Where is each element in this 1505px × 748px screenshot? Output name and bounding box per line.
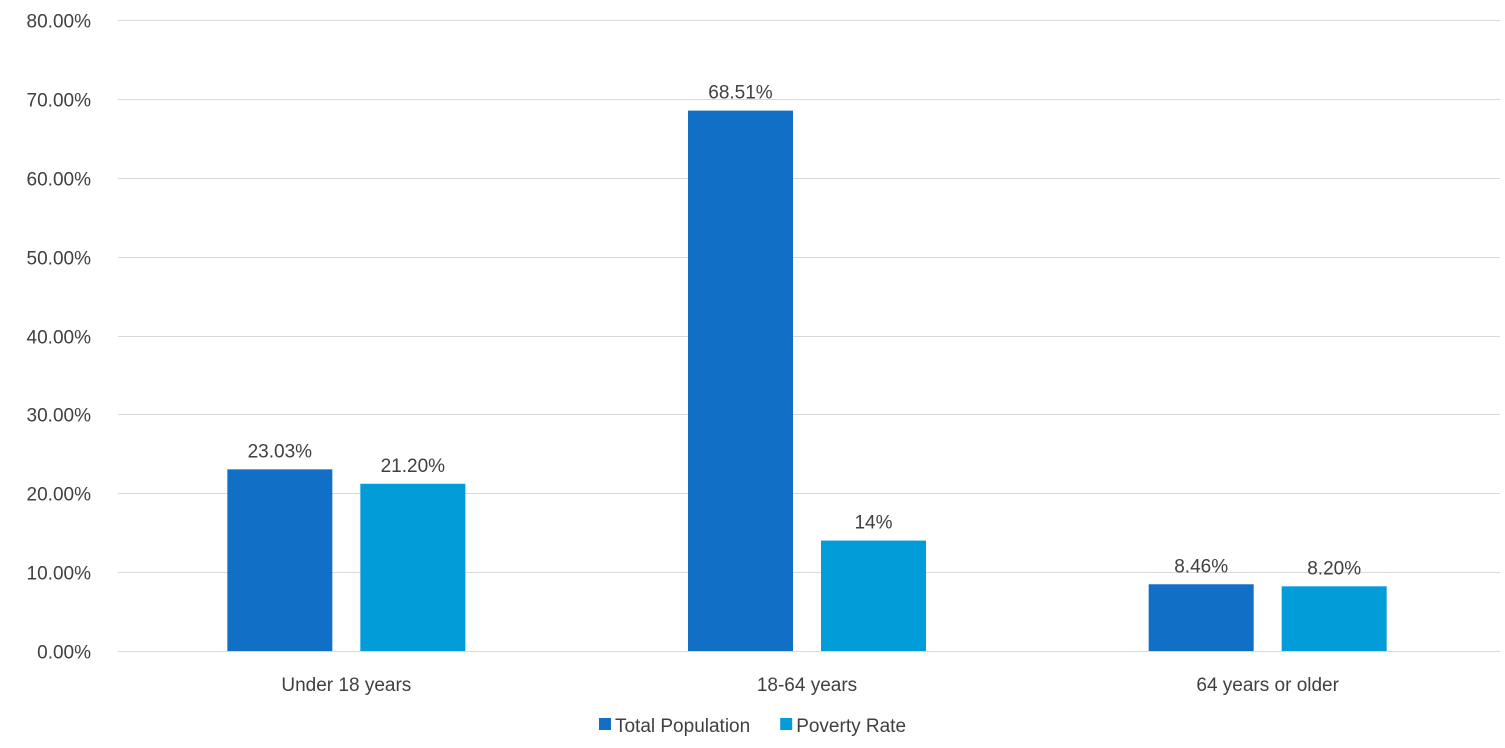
legend-swatch: [598, 718, 611, 730]
y-tick-label: 0.00%: [37, 643, 91, 664]
x-category-label: 64 years or older: [1196, 675, 1339, 696]
x-category-label: Under 18 years: [281, 675, 411, 696]
y-tick-label: 20.00%: [27, 485, 92, 506]
y-tick-label: 40.00%: [27, 328, 92, 349]
x-category-label: 18-64 years: [757, 675, 857, 696]
x-axis-category-labels: Under 18 years 18-64 years 64 years or old…: [281, 675, 1339, 696]
data-label: 68.51%: [708, 83, 773, 104]
legend: Total Population Poverty Rate: [598, 716, 906, 737]
bar-total-population-2: [1148, 584, 1254, 651]
y-tick-label: 30.00%: [27, 406, 92, 427]
y-tick-label: 10.00%: [27, 564, 92, 585]
y-tick-label: 50.00%: [27, 249, 92, 270]
data-label: 23.03%: [248, 441, 313, 462]
bar-total-population-1: [688, 110, 793, 651]
data-labels: 23.03% 21.20% 68.51% 14% 8.46% 8.20%: [248, 83, 1362, 580]
gridlines: [118, 20, 1500, 652]
legend-label: Total Population: [615, 716, 750, 737]
data-label: 8.46%: [1174, 556, 1228, 577]
y-tick-label: 60.00%: [27, 170, 92, 191]
y-tick-label: 70.00%: [27, 91, 92, 112]
bar-total-population-0: [227, 469, 333, 651]
bar-poverty-rate-1: [821, 540, 926, 651]
data-label: 8.20%: [1307, 558, 1361, 579]
data-label: 21.20%: [381, 456, 446, 477]
y-axis-tick-labels: 0.00% 10.00% 20.00% 30.00% 40.00% 50.00% 60.00…: [27, 12, 92, 664]
legend-label: Poverty Rate: [796, 716, 906, 737]
bar-poverty-rate-2: [1281, 586, 1387, 651]
bar-poverty-rate-0: [360, 483, 466, 651]
legend-swatch: [780, 718, 793, 730]
y-tick-label: 80.00%: [27, 12, 92, 33]
data-label: 14%: [854, 513, 892, 534]
bars: [227, 110, 1387, 651]
